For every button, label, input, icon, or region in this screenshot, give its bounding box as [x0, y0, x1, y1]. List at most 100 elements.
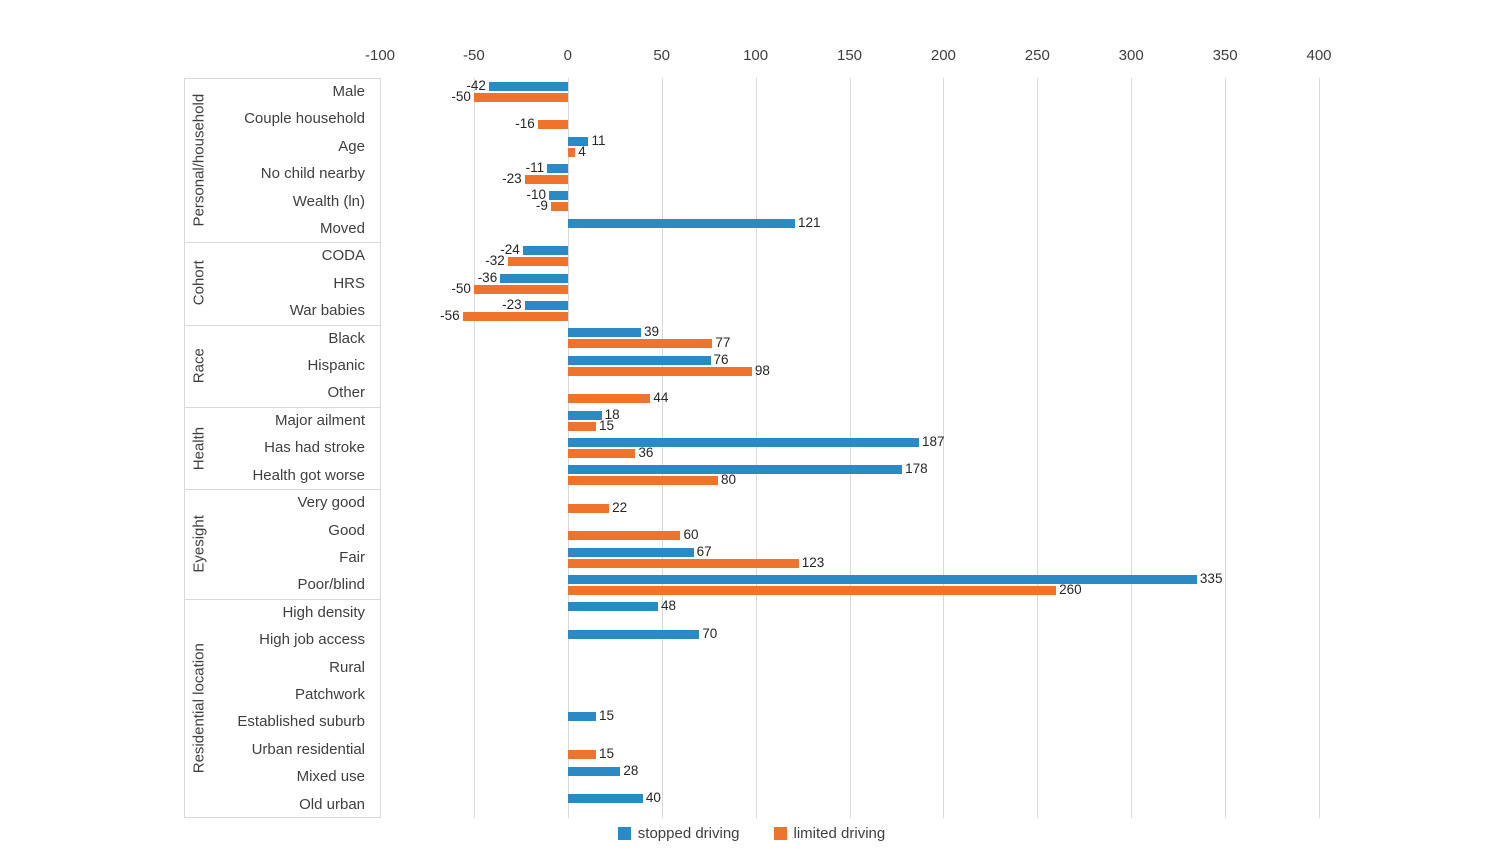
section-label: Personal/household	[190, 93, 208, 227]
vertical-gridline	[1225, 78, 1227, 818]
value-label: 121	[798, 214, 821, 230]
bar-stopped-driving	[567, 547, 694, 557]
category-label: Major ailment	[274, 411, 365, 429]
bar-limited-driving	[567, 503, 610, 513]
vertical-gridline	[661, 78, 663, 818]
bar-limited-driving	[567, 750, 596, 760]
bar-stopped-driving	[500, 273, 568, 283]
x-axis-tick-label: 50	[653, 47, 671, 64]
x-axis-tick-label: 350	[1212, 47, 1238, 64]
bar-stopped-driving	[567, 355, 711, 365]
category-label: Couple household	[244, 110, 365, 128]
x-axis-tick-label: 150	[836, 47, 863, 64]
category-label: CODA	[321, 247, 365, 265]
bar-limited-driving	[567, 449, 636, 458]
section-divider-line	[184, 598, 381, 600]
bar-limited-driving	[567, 366, 752, 376]
category-label: Mixed use	[296, 768, 365, 786]
bar-stopped-driving	[524, 300, 568, 310]
category-label: High job access	[259, 631, 365, 649]
bar-limited-driving	[567, 531, 681, 541]
category-label: Black	[328, 329, 365, 347]
category-label: Established suburb	[237, 713, 365, 731]
value-label: -36	[477, 269, 498, 285]
vertical-gridline	[755, 78, 757, 818]
value-label: 44	[653, 390, 669, 406]
vertical-gridline	[567, 78, 569, 818]
bar-stopped-driving	[567, 328, 642, 338]
value-label: -50	[451, 88, 471, 104]
value-label: -11	[525, 159, 545, 175]
vertical-gridline	[1131, 78, 1133, 818]
value-label: 22	[612, 499, 628, 515]
legend-label: limited driving	[793, 824, 886, 842]
value-label: -9	[535, 198, 548, 214]
section-label: Cohort	[190, 261, 208, 307]
value-label: 15	[598, 746, 614, 762]
vertical-gridline	[943, 78, 945, 818]
bar-stopped-driving	[567, 438, 919, 447]
category-label: Patchwork	[294, 685, 365, 703]
value-label: 67	[696, 543, 712, 559]
category-label: Other	[327, 384, 365, 402]
value-label: 76	[713, 351, 729, 367]
value-label: 18	[604, 406, 620, 422]
section-divider-line	[184, 324, 381, 326]
value-label: 11	[591, 132, 606, 148]
category-label: Old urban	[299, 795, 365, 813]
bar-stopped-driving	[567, 465, 903, 475]
bar-stopped-driving	[567, 629, 700, 639]
bar-limited-driving	[524, 174, 568, 184]
bar-stopped-driving	[567, 218, 796, 228]
bar-limited-driving	[473, 284, 568, 294]
category-label: Poor/blind	[297, 576, 365, 594]
category-label: Health got worse	[252, 466, 365, 484]
category-label: Urban residential	[251, 740, 365, 758]
value-label: 28	[623, 762, 639, 778]
section-label: Race	[190, 348, 208, 384]
x-axis-tick-label: 200	[930, 47, 956, 64]
category-label: Hispanic	[307, 357, 365, 375]
x-axis-tick-label: 400	[1306, 47, 1332, 64]
bar-limited-driving	[567, 147, 576, 157]
value-label: 39	[644, 324, 660, 340]
value-label: 15	[598, 708, 614, 724]
category-label: No child nearby	[260, 165, 365, 183]
value-label: -32	[485, 253, 505, 269]
bar-limited-driving	[462, 311, 568, 321]
legend-item-stopped-driving: stopped driving	[617, 825, 740, 842]
bar-stopped-driving	[522, 246, 568, 256]
bar-stopped-driving	[567, 712, 596, 722]
x-axis-tick-label: 100	[743, 47, 769, 64]
bar-stopped-driving	[567, 766, 621, 776]
value-label: 4	[578, 143, 586, 159]
category-label: Age	[338, 137, 365, 155]
bar-stopped-driving	[567, 136, 589, 146]
value-label: -23	[502, 170, 522, 186]
vertical-gridline	[1037, 78, 1039, 818]
bar-limited-driving	[567, 394, 651, 404]
value-label: -23	[502, 296, 522, 312]
x-axis-tick-label: -100	[364, 47, 396, 64]
category-label: Wealth (ln)	[292, 192, 365, 210]
value-label: -56	[440, 307, 460, 323]
bar-limited-driving	[537, 120, 568, 130]
value-label: -42	[466, 77, 486, 93]
value-label: 123	[801, 554, 825, 570]
chart-legend: stopped driving limited driving	[184, 821, 1319, 845]
category-label: Good	[328, 521, 365, 539]
value-label: 260	[1059, 582, 1082, 598]
vertical-gridline	[849, 78, 851, 818]
category-label: War babies	[289, 302, 365, 320]
value-label: 98	[754, 362, 770, 378]
section-label: Health	[190, 426, 208, 470]
value-label: 70	[702, 625, 718, 641]
value-label: 48	[660, 598, 676, 614]
bar-limited-driving	[473, 92, 568, 102]
section-divider-line	[184, 489, 381, 491]
x-axis-tick-label: 250	[1024, 47, 1050, 64]
category-label: High density	[282, 603, 365, 621]
value-label: 40	[645, 790, 661, 806]
category-label: Very good	[297, 494, 365, 512]
category-label: Rural	[329, 658, 365, 676]
